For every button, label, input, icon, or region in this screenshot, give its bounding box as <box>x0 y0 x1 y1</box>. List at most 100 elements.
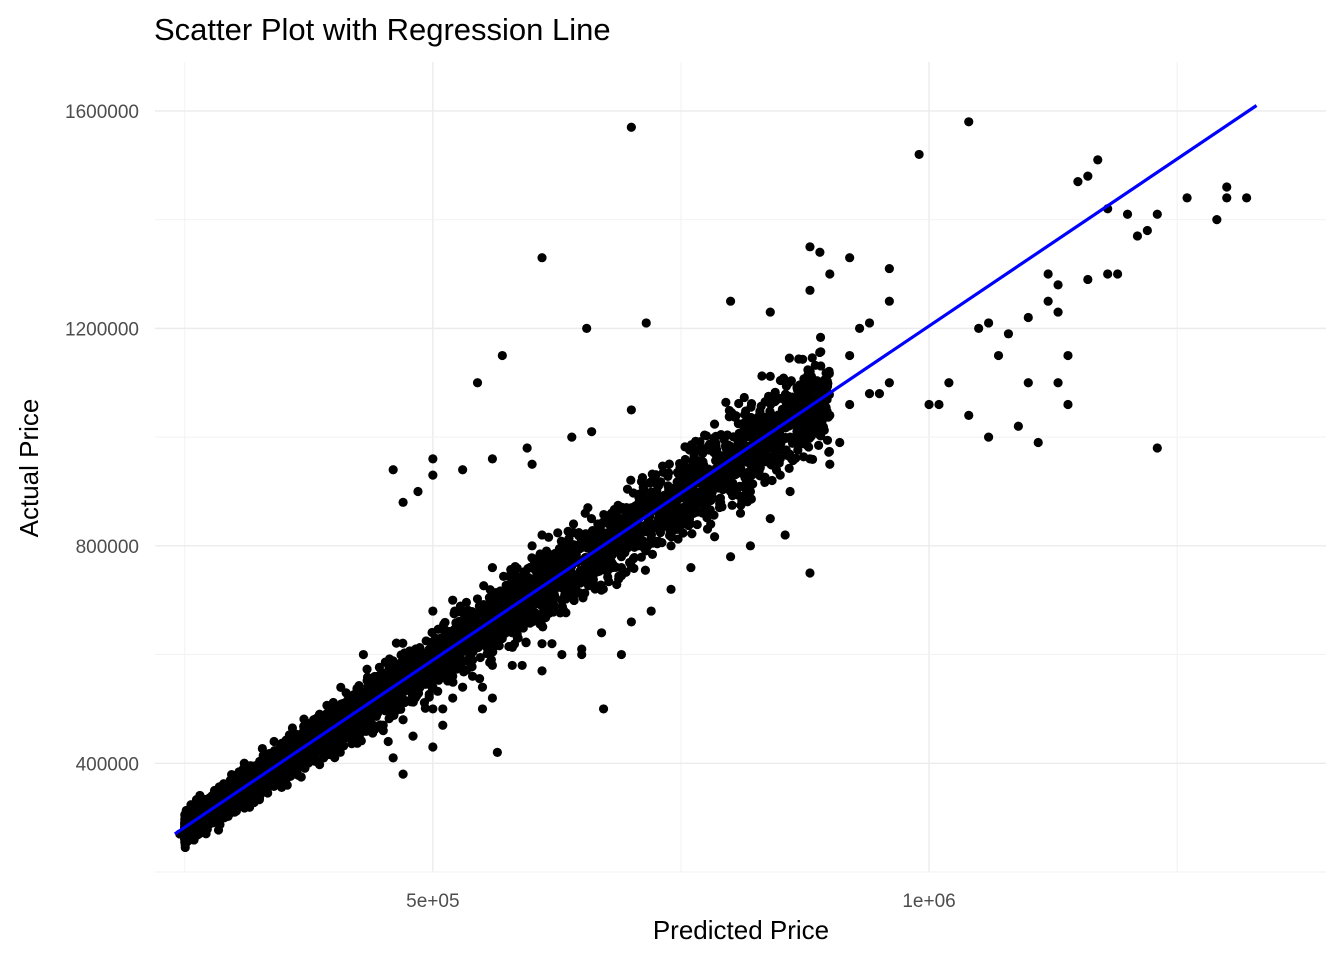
data-point <box>413 486 423 497</box>
data-point <box>560 590 570 600</box>
data-point <box>352 683 362 694</box>
data-point <box>246 784 257 794</box>
data-point <box>528 580 538 591</box>
data-point <box>618 546 628 556</box>
data-point <box>507 589 517 599</box>
data-point <box>581 529 591 539</box>
data-point <box>745 541 756 551</box>
data-point <box>290 766 301 776</box>
data-point <box>428 454 438 464</box>
data-point <box>763 442 773 452</box>
data-point <box>684 514 695 524</box>
data-point <box>740 429 750 439</box>
data-point <box>760 477 770 488</box>
data-point <box>335 747 345 757</box>
data-point <box>746 402 756 412</box>
data-point <box>274 768 284 778</box>
data-point <box>612 525 622 535</box>
data-point <box>563 526 573 536</box>
data-point <box>1103 269 1113 279</box>
data-point <box>824 447 834 457</box>
data-point <box>767 460 777 470</box>
data-point <box>609 504 619 515</box>
data-point <box>685 476 696 486</box>
chart-title: Scatter Plot with Regression Line <box>154 12 611 47</box>
data-point <box>671 497 681 508</box>
data-point <box>626 122 636 132</box>
data-point <box>299 714 309 724</box>
data-point <box>472 594 483 604</box>
data-point <box>706 485 716 495</box>
data-point <box>817 406 827 417</box>
data-point <box>738 468 748 479</box>
data-point <box>544 532 554 542</box>
data-point <box>755 444 765 455</box>
data-point <box>402 660 412 670</box>
y-tick-label: 400000 <box>76 754 139 775</box>
data-point <box>770 448 780 458</box>
data-point <box>944 378 954 388</box>
x-axis-title: Predicted Price <box>653 915 829 945</box>
data-point <box>598 517 608 527</box>
data-point <box>215 819 225 830</box>
data-point <box>547 639 557 649</box>
data-point <box>710 532 720 542</box>
data-point <box>787 392 798 402</box>
data-point <box>765 371 775 381</box>
data-point <box>240 768 250 779</box>
x-tick-label: 5e+05 <box>406 891 459 912</box>
data-point <box>345 728 355 738</box>
data-point <box>433 624 443 634</box>
data-point <box>444 669 454 679</box>
data-point <box>786 376 796 386</box>
data-point <box>739 392 749 403</box>
data-point <box>1043 296 1053 306</box>
data-point <box>419 698 430 708</box>
data-point <box>487 693 498 703</box>
data-point <box>1142 225 1152 236</box>
data-point <box>1013 421 1023 431</box>
data-point <box>677 476 687 486</box>
data-point <box>864 389 875 399</box>
data-point <box>734 398 744 409</box>
data-point <box>964 410 974 420</box>
data-point <box>537 253 547 263</box>
data-point <box>448 595 458 605</box>
data-point <box>394 698 404 708</box>
data-point <box>771 432 781 443</box>
y-tick-label: 1200000 <box>65 319 139 340</box>
data-point <box>825 459 835 469</box>
data-point <box>747 413 757 423</box>
data-point <box>614 574 624 584</box>
data-point <box>206 794 217 804</box>
data-point <box>569 595 579 606</box>
data-point <box>647 549 658 559</box>
data-point <box>512 571 522 581</box>
data-point <box>657 538 667 548</box>
data-point <box>1212 215 1222 225</box>
data-point <box>557 649 567 660</box>
data-point <box>805 433 815 443</box>
data-point <box>815 430 825 440</box>
data-point <box>1152 443 1162 453</box>
data-point <box>709 419 720 429</box>
data-point <box>586 514 597 524</box>
data-point <box>226 805 236 815</box>
data-point <box>835 437 845 448</box>
data-point <box>755 471 765 481</box>
y-tick-label: 1600000 <box>65 102 139 123</box>
data-point <box>845 253 855 263</box>
data-point <box>677 517 687 527</box>
data-point <box>756 457 766 467</box>
data-point <box>1132 231 1143 241</box>
data-point <box>621 567 631 577</box>
data-point <box>432 644 443 654</box>
data-point <box>1083 274 1093 285</box>
data-point <box>964 117 974 127</box>
scatter-points <box>175 117 1252 853</box>
data-point <box>727 491 738 501</box>
data-point <box>522 443 532 453</box>
data-point <box>821 368 831 378</box>
data-point <box>653 514 663 524</box>
data-point <box>733 435 743 445</box>
